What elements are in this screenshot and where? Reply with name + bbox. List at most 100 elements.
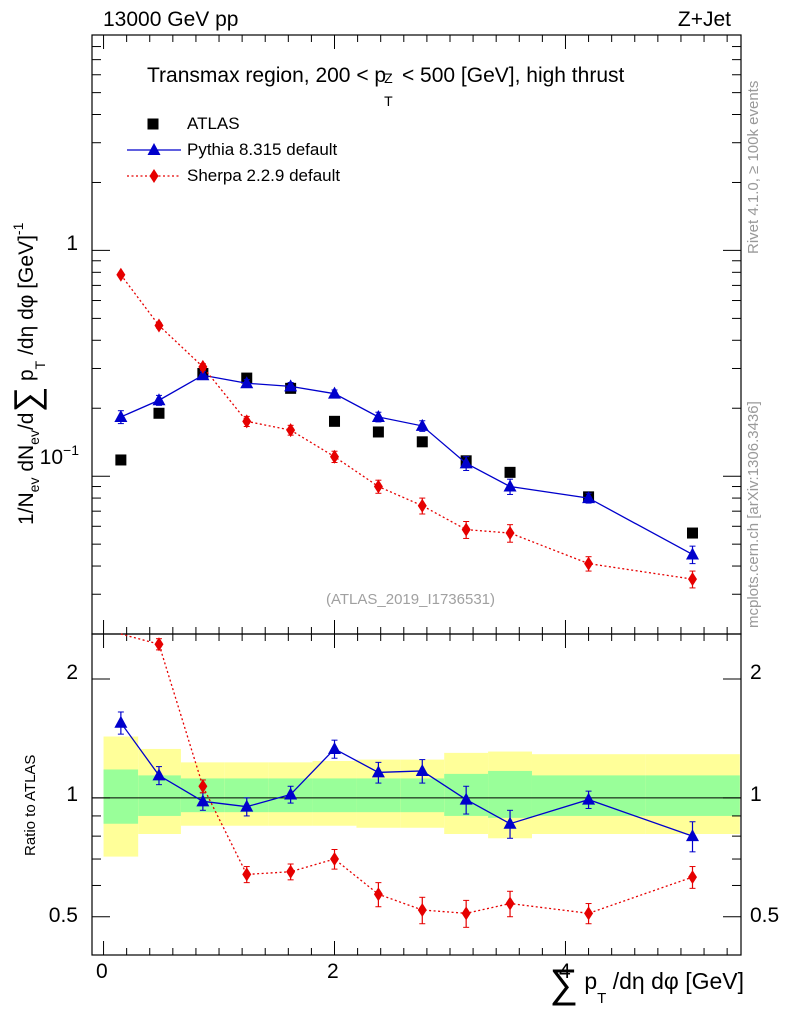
ratio-band-inner-0 — [103, 769, 139, 824]
ratio-point-pythia — [371, 765, 385, 778]
ratio-y-tick-label-1-right: 1 — [750, 783, 762, 806]
ratio-point-sherpa — [417, 903, 427, 918]
ratio-point-pythia — [415, 763, 429, 776]
main-point-sherpa — [154, 318, 164, 333]
y-axis-label-a: 1/N — [15, 492, 38, 525]
x-axis-label: ∑ pT /dη dφ [GeV] — [549, 962, 744, 1007]
main-point-atlas — [416, 436, 428, 448]
plot-title-text: Transmax region, 200 < p — [147, 64, 387, 87]
main-point-sherpa — [242, 414, 252, 429]
main-point-sherpa — [198, 359, 208, 374]
main-point-pythia — [503, 479, 517, 492]
x-axis-label-sub: T — [597, 990, 607, 1007]
ratio-point-sherpa — [198, 779, 208, 794]
ratio-y-tick-label-2: 2 — [66, 661, 78, 684]
main-point-atlas — [372, 426, 384, 438]
y-tick-label-0.1-base: 10 — [39, 446, 64, 469]
ratio-y-tick-label-1: 1 — [66, 783, 78, 806]
ratio-y-tick-label-2-right: 2 — [750, 661, 762, 684]
y-tick-label-0.1-exp: −1 — [63, 442, 79, 458]
ratio-point-pythia — [459, 792, 473, 805]
y-axis-label-sigma: ∑ — [6, 386, 47, 413]
main-point-sherpa — [330, 449, 340, 464]
ratio-point-sherpa — [505, 896, 515, 911]
main-point-sherpa — [584, 556, 594, 571]
ratio-point-sherpa — [461, 906, 471, 921]
y-axis-label-b: dN — [15, 444, 38, 478]
main-point-atlas — [686, 527, 698, 539]
rivet-label: Rivet 4.1.0, ≥ 100k events — [745, 80, 762, 254]
ratio-band-inner-5 — [312, 778, 357, 813]
main-point-pythia — [240, 376, 254, 389]
ratio-frame — [91, 633, 742, 956]
x-tick-label-0: 0 — [96, 960, 108, 983]
main-point-pythia — [371, 409, 385, 422]
ratio-point-sherpa — [154, 637, 164, 652]
legend-marker-sherpa — [149, 169, 159, 183]
y-axis-label: 1/Nev dNev/d∑ pT /dη dφ [GeV]-1 — [6, 223, 48, 525]
plot-title-suffix: < 500 [GeV], high thrust — [396, 64, 625, 87]
main-point-atlas — [153, 407, 165, 419]
ratio-point-pythia — [240, 799, 254, 812]
ratio-line-sherpa — [120, 633, 693, 915]
x-tick-label-2: 2 — [327, 960, 339, 983]
y-tick-label-1: 1 — [66, 232, 78, 255]
y-axis-label-c: /d — [15, 412, 38, 431]
legend-marker-atlas — [147, 118, 159, 130]
main-point-sherpa — [461, 522, 471, 537]
x-axis-label-text-a: p — [577, 968, 598, 994]
main-point-pythia — [152, 393, 166, 406]
y-axis-label-d-sub: T — [32, 360, 48, 370]
legend-label-sherpa: Sherpa 2.2.9 default — [187, 166, 341, 185]
main-point-pythia — [415, 418, 429, 431]
legend-label-pythia: Pythia 8.315 default — [187, 140, 338, 159]
ratio-point-pythia — [114, 715, 128, 728]
ratio-point-sherpa — [687, 870, 697, 885]
main-point-sherpa — [505, 526, 515, 541]
main-point-atlas — [504, 466, 516, 478]
plot-title-sub: T — [384, 93, 393, 109]
analysis-watermark: (ATLAS_2019_I1736531) — [326, 591, 496, 608]
ratio-point-pythia — [503, 816, 517, 829]
main-point-sherpa — [116, 267, 126, 282]
ratio-band-inner-7 — [400, 778, 445, 813]
legend — [127, 118, 181, 183]
x-axis-label-text-b: /dη dφ [GeV] — [606, 968, 744, 994]
main-point-atlas — [329, 415, 341, 427]
mcplots-label: mcplots.cern.ch [arXiv:1306.3436] — [745, 401, 762, 628]
main-point-sherpa — [417, 498, 427, 513]
y-axis-label-b-sub: ev — [26, 430, 42, 445]
ratio-uncertainty-bands — [103, 736, 740, 857]
main-point-pythia — [459, 456, 473, 469]
y-axis-label-e: /dη dφ [GeV] — [15, 235, 38, 361]
y-axis-label-d: p — [15, 369, 38, 387]
ratio-point-sherpa — [330, 852, 340, 867]
main-line-pythia — [120, 374, 693, 556]
ratio-y-tick-label-0.5-right: 0.5 — [750, 904, 780, 927]
main-line-sherpa — [120, 274, 693, 580]
ratio-point-pythia — [685, 829, 699, 842]
y-axis-label-e-sup: -1 — [10, 222, 26, 236]
main-point-pythia — [196, 368, 210, 381]
x-axis-label-sigma: ∑ — [549, 962, 578, 1006]
main-point-atlas — [115, 454, 127, 466]
legend-marker-pythia — [147, 143, 161, 155]
main-panel-series — [114, 267, 699, 589]
ratio-y-axis-label: Ratio to ATLAS — [22, 754, 39, 856]
ratio-point-pythia — [328, 741, 342, 754]
ratio-point-pythia — [582, 792, 596, 805]
legend-label-atlas: ATLAS — [187, 114, 240, 133]
ratio-point-sherpa — [286, 864, 296, 879]
main-point-pythia — [685, 547, 699, 560]
x-tick-label-4: 4 — [559, 960, 571, 983]
ratio-point-sherpa — [373, 887, 383, 902]
ratio-line-pythia — [120, 722, 693, 837]
process-label: Z+Jet — [677, 8, 731, 31]
y-axis-label-a-sub: ev — [26, 477, 42, 493]
ratio-band-inner-11 — [645, 775, 740, 816]
ratio-point-pythia — [284, 787, 298, 800]
main-point-pythia — [328, 386, 342, 399]
main-point-sherpa — [373, 479, 383, 494]
